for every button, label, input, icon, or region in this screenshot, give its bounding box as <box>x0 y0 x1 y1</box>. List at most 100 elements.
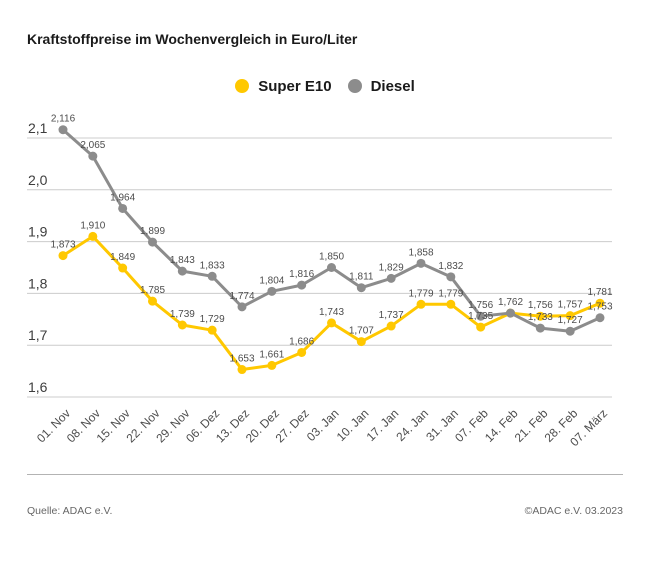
data-point-label: 1,686 <box>289 336 314 347</box>
x-tick-label: 10. Jan <box>334 406 372 444</box>
data-point-label: 1,729 <box>200 314 225 325</box>
data-point <box>148 237 157 247</box>
data-point-label: 1,762 <box>498 297 523 308</box>
legend-label: Super E10 <box>258 77 332 95</box>
data-point <box>595 298 605 308</box>
footer-divider <box>27 474 623 475</box>
data-point <box>416 258 426 268</box>
data-point <box>356 283 366 293</box>
data-point-label: 1,785 <box>140 285 165 296</box>
data-point-label: 1,774 <box>229 291 254 302</box>
data-point <box>267 286 277 296</box>
data-point <box>177 320 187 330</box>
data-point <box>535 323 545 333</box>
data-point-label: 1,964 <box>110 192 135 203</box>
data-point-label: 2,065 <box>80 140 105 151</box>
data-point <box>327 263 336 272</box>
data-point-label: 1,873 <box>50 240 75 251</box>
chart-legend: Super E10 Diesel <box>0 76 650 96</box>
footer-source: Quelle: ADAC e.V. <box>27 505 113 517</box>
data-point <box>476 322 486 332</box>
data-point-label: 1,757 <box>558 300 583 311</box>
data-point-label: 1,743 <box>319 307 344 318</box>
data-point <box>118 263 128 273</box>
y-tick-label: 1,6 <box>28 379 48 395</box>
data-point-label: 1,850 <box>319 252 344 263</box>
x-tick-label: 17. Jan <box>364 406 402 444</box>
y-tick-label: 2,1 <box>28 120 48 136</box>
data-point <box>446 299 456 309</box>
data-point-label: 1,829 <box>379 262 404 273</box>
data-point-label: 1,811 <box>349 272 374 283</box>
data-point <box>565 311 575 321</box>
data-point-label: 1,899 <box>140 226 165 237</box>
data-point <box>148 296 157 306</box>
data-point <box>118 203 128 213</box>
data-point <box>88 151 98 161</box>
data-point <box>237 302 247 312</box>
diesel-dot-icon <box>347 79 362 93</box>
data-point <box>535 311 545 321</box>
data-point <box>386 273 396 283</box>
data-point-label: 1,707 <box>349 326 374 337</box>
x-tick-label: 27. Dez <box>273 406 312 445</box>
data-point-label: 1,816 <box>289 269 314 280</box>
y-tick-label: 1,7 <box>28 327 48 343</box>
value-labels: 1,873 1,910 1,849 1,785 1,739 1,729 1,653 1,661… <box>50 114 612 365</box>
data-point-label: 1,858 <box>408 247 433 258</box>
data-point-label: 1,756 <box>468 300 493 311</box>
data-point <box>58 125 68 135</box>
data-point <box>58 251 68 261</box>
data-point-label: 1,661 <box>259 349 284 360</box>
chart-title: Kraftstoffpreise im Wochenvergleich in E… <box>27 31 358 47</box>
data-point <box>88 231 98 241</box>
data-point-label: 1,804 <box>259 275 284 286</box>
x-tick-label: 24. Jan <box>393 406 431 444</box>
data-point-label: 1,849 <box>110 252 135 263</box>
y-tick-label: 2,0 <box>28 172 48 188</box>
data-point-label: 1,781 <box>587 287 612 298</box>
data-point-label: 1,735 <box>468 311 493 322</box>
data-point <box>565 326 575 336</box>
gridlines <box>27 137 612 398</box>
data-point-label: 1,843 <box>170 255 195 266</box>
x-tick-label: 03. Jan <box>304 406 342 444</box>
data-point-label: 1,779 <box>438 288 463 299</box>
y-tick-label: 1,8 <box>28 275 48 291</box>
data-point-label: 1,733 <box>528 312 553 323</box>
data-point-label: 2,116 <box>51 114 76 125</box>
super-e10-dot-icon <box>235 79 250 93</box>
data-point-label: 1,753 <box>587 302 612 313</box>
data-point <box>297 280 307 290</box>
legend-item-super-e10: Super E10 <box>235 77 332 95</box>
data-point-label: 1,653 <box>229 354 254 365</box>
series-diesel <box>58 125 605 336</box>
footer-copyright: ©ADAC e.V. 03.2023 <box>524 505 623 517</box>
data-point-label: 1,756 <box>528 300 553 311</box>
data-point-label: 1,833 <box>200 260 225 271</box>
data-point <box>476 311 486 321</box>
data-point <box>207 271 217 281</box>
legend-label: Diesel <box>370 77 415 95</box>
y-tick-label: 1,9 <box>28 224 48 240</box>
data-point <box>267 360 277 370</box>
data-point <box>177 266 187 276</box>
data-point-label: 1,737 <box>379 310 404 321</box>
data-point <box>506 308 515 318</box>
data-point <box>207 325 217 335</box>
data-point <box>297 347 307 357</box>
legend-item-diesel: Diesel <box>347 77 415 95</box>
data-point <box>356 337 366 347</box>
data-point <box>327 318 336 328</box>
data-point-label: 1,727 <box>558 315 583 326</box>
data-point <box>416 299 426 309</box>
data-point <box>237 365 247 375</box>
data-point-label: 1,910 <box>80 220 105 231</box>
data-point <box>595 313 605 323</box>
data-point-label: 1,832 <box>438 261 463 272</box>
data-point <box>446 272 456 282</box>
data-point-label: 1,739 <box>170 309 195 320</box>
data-point-label: 1,779 <box>408 288 433 299</box>
